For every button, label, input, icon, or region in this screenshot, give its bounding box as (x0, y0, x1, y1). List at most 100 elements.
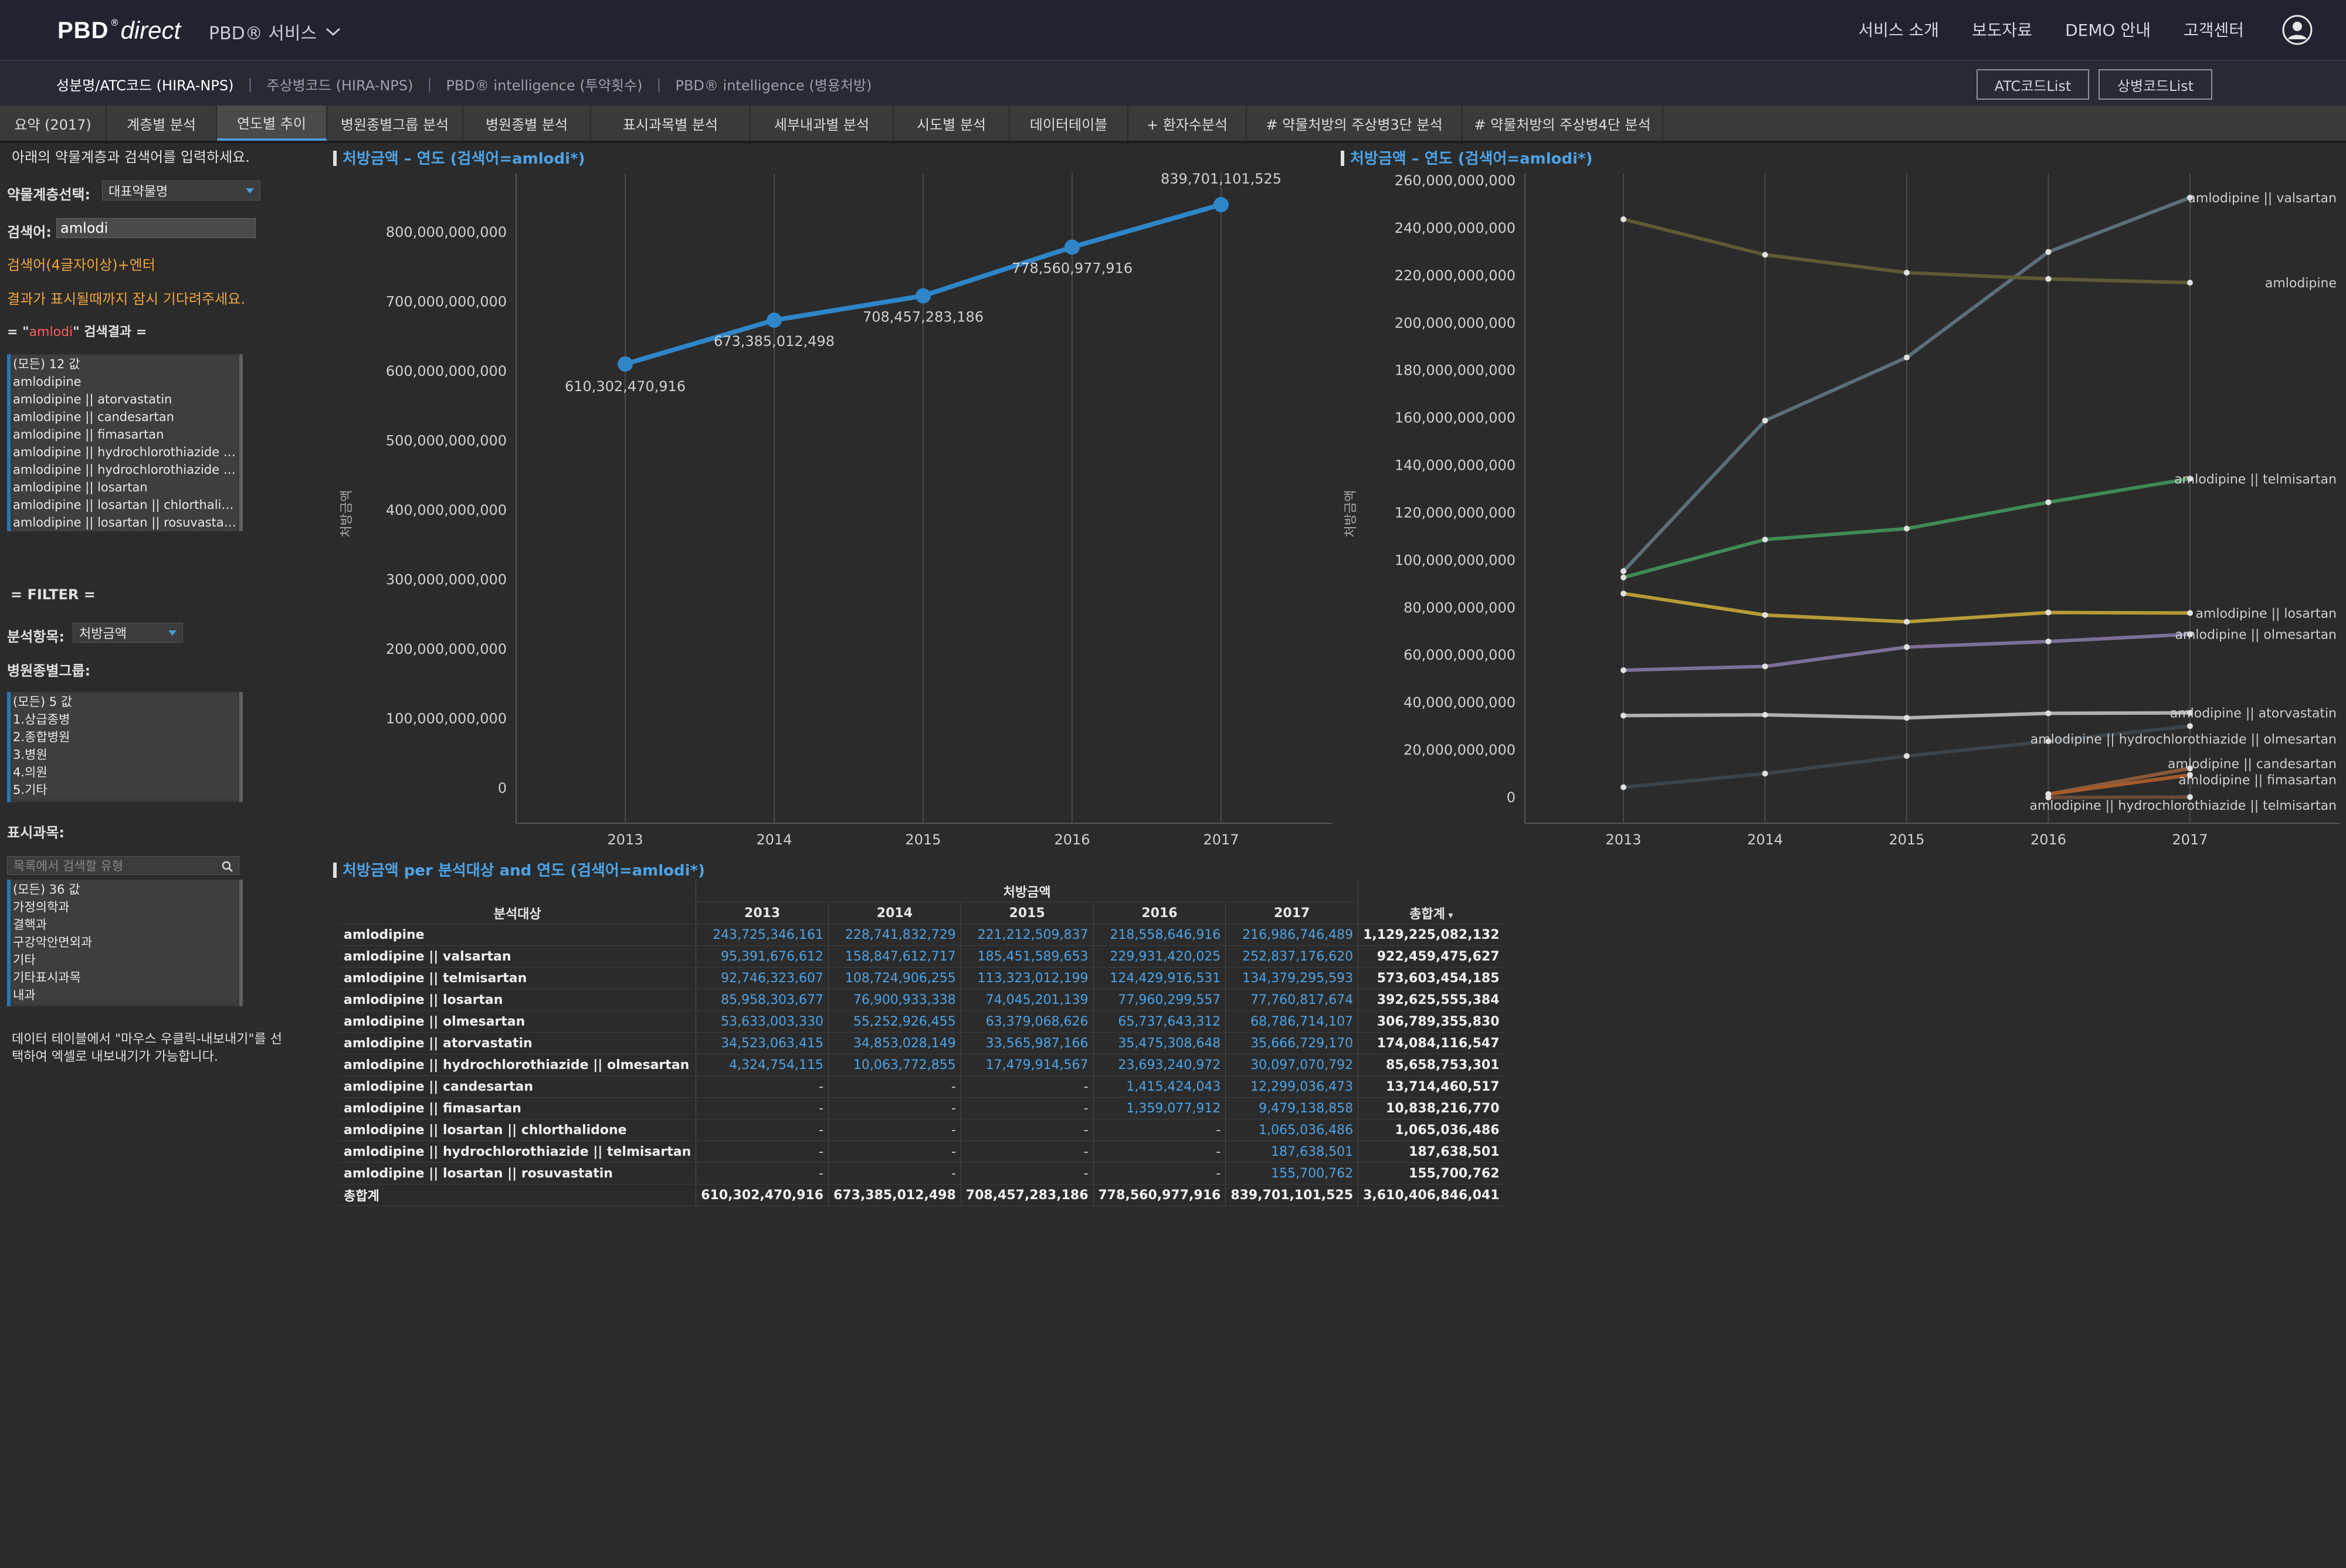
list-item[interactable]: amlodipine || hydrochlorothiazide |... (13, 443, 237, 461)
table-column-header[interactable]: 2015 (960, 902, 1094, 924)
list-item[interactable]: amlodipine || hydrochlorothiazide |... (13, 461, 237, 478)
department-search-input[interactable]: 목록에서 검색할 유형 (7, 856, 239, 875)
list-item[interactable]: 결핵과 (13, 916, 237, 934)
tab-summary[interactable]: 요약 (2017) (0, 106, 107, 141)
tab-data-table[interactable]: 데이터테이블 (1010, 106, 1128, 141)
table-row[interactable]: amlodipine || atorvastatin 34,523,063,415… (339, 1032, 1504, 1054)
list-item[interactable]: amlodipine || losartan (13, 478, 237, 496)
list-item[interactable]: (모든) 5 값 (13, 693, 237, 711)
y-tick-label: 40,000,000,000 (1403, 694, 1516, 711)
subnav-link-intelligence-combination[interactable]: PBD® intelligence (병용처방) (675, 77, 872, 94)
top-link-demo[interactable]: DEMO 안내 (2065, 21, 2151, 40)
table-row[interactable]: amlodipine || losartan || rosuvastatin - -… (339, 1162, 1504, 1185)
table-row[interactable]: amlodipine || valsartan 95,391,676,612 158… (339, 945, 1504, 968)
list-item[interactable]: 내과 (13, 986, 237, 1004)
table-row[interactable]: amlodipine || fimasartan - - -1,359,077,912… (339, 1097, 1504, 1119)
list-item[interactable]: 2.종합병원 (13, 728, 237, 746)
table-cell: 185,451,589,653 (960, 945, 1094, 968)
data-table[interactable]: 처방금액 분석대상 2013 2014 2015 2016 2017 총합계 ▾ amlod… (339, 881, 1504, 1206)
subnav-link-intelligence-dosing[interactable]: PBD® intelligence (투약횟수) (446, 77, 643, 94)
data-label: 708,457,283,186 (863, 308, 984, 325)
hospital-group-list[interactable]: (모든) 5 값 1.상급종병 2.종합병원 3.병원 4.의원 5.기타 (7, 692, 243, 802)
list-item[interactable]: 4.의원 (13, 763, 237, 781)
data-point (2045, 710, 2052, 717)
list-item[interactable]: 기타 (13, 951, 237, 969)
table-cell: 34,853,028,149 (828, 1032, 961, 1054)
tab-hospital-group[interactable]: 병원종별그룹 분석 (327, 106, 463, 141)
table-column-header[interactable]: 2014 (828, 902, 961, 924)
table-cell: - (960, 1162, 1094, 1185)
service-menu[interactable]: PBD® 서비스 (209, 19, 341, 45)
tab-internal-medicine[interactable]: 세부내과별 분석 (751, 106, 894, 141)
sort-caret-icon[interactable]: ▾ (1445, 909, 1453, 921)
tab-hospital-type[interactable]: 병원종별 분석 (463, 106, 591, 141)
search-result-list[interactable]: (모든) 12 값 amlodipine amlodipine || atorv… (7, 354, 243, 531)
list-item[interactable]: (모든) 12 값 (13, 355, 237, 373)
list-item[interactable]: amlodipine (13, 373, 237, 391)
list-item[interactable]: 5.기타 (13, 781, 237, 799)
tab-diagnosis-4[interactable]: # 약물처방의 주상병4단 분석 (1463, 106, 1663, 141)
table-row[interactable]: amlodipine || losartan || chlorthalidone… (339, 1119, 1504, 1141)
search-input[interactable]: amlodi (56, 218, 256, 238)
list-item[interactable]: amlodipine || candesartan (13, 408, 237, 426)
table-row[interactable]: amlodipine || telmisartan 92,746,323,607 1… (339, 967, 1504, 989)
tab-hierarchy[interactable]: 계층별 분석 (107, 106, 217, 141)
top-link-about[interactable]: 서비스 소개 (1858, 21, 1940, 40)
brand-logo[interactable]: PBD ® direct (57, 13, 181, 48)
list-item[interactable]: amlodipine || losartan || chlorthalid... (13, 496, 237, 514)
brand-registered-mark: ® (110, 16, 120, 28)
subnav-separator: | (248, 76, 253, 93)
table-cell: 243,725,346,161 (696, 924, 829, 946)
table-row-label: amlodipine || telmisartan (339, 967, 696, 989)
list-item[interactable]: 가정의학과 (13, 898, 237, 916)
table-row[interactable]: amlodipine 243,725,346,161 228,741,832,729… (339, 924, 1504, 946)
diagnosis-code-list-button[interactable]: 상병코드List (2098, 69, 2212, 100)
table-column-header[interactable]: 2017 (1225, 902, 1358, 924)
y-tick-label: 100,000,000,000 (1395, 552, 1516, 568)
filter-title: = FILTER = (11, 586, 96, 603)
subnav-link-diagnosis[interactable]: 주상병코드 (HIRA-NPS) (266, 77, 413, 94)
table-total-header[interactable]: 총합계 ▾ (1358, 902, 1504, 924)
table-cell: 134,379,295,593 (1225, 967, 1358, 989)
y-tick-label: 0 (1507, 789, 1516, 806)
top-link-press[interactable]: 보도자료 (1972, 21, 2033, 40)
list-item[interactable]: amlodipine || fimasartan (13, 426, 237, 443)
table-row[interactable]: amlodipine || hydrochlorothiazide || olm… (339, 1054, 1504, 1076)
list-item[interactable]: 구강악안면외과 (13, 934, 237, 951)
list-item[interactable]: (모든) 36 값 (13, 881, 237, 898)
data-point (1064, 239, 1080, 255)
table-row[interactable]: amlodipine || olmesartan 53,633,003,330 55… (339, 1010, 1504, 1033)
table-total-cell: 306,789,355,830 (1358, 1010, 1504, 1033)
result-suffix: " 검색결과 = (73, 325, 147, 340)
data-point (2187, 723, 2193, 729)
list-item[interactable]: amlodipine || losartan || rosuvastatin (13, 514, 237, 531)
department-list[interactable]: (모든) 36 값 가정의학과 결핵과 구강악안면외과 기타 기타표시과목 내과 (7, 880, 243, 1006)
table-column-header[interactable]: 2013 (696, 902, 829, 924)
analysis-dropdown[interactable]: 처방금액 (73, 623, 183, 643)
subnav-link-atc[interactable]: 성분명/ATC코드 (HIRA-NPS) (56, 77, 234, 94)
series-line (2048, 773, 2191, 796)
x-tick-label: 2016 (1054, 831, 1090, 848)
data-point (1762, 771, 1768, 777)
drug-level-dropdown[interactable]: 대표약물명 (102, 181, 260, 201)
top-link-support[interactable]: 고객센터 (2183, 21, 2244, 40)
tab-patient-count[interactable]: + 환자수분석 (1128, 106, 1247, 141)
data-point (1762, 418, 1768, 424)
table-column-header[interactable]: 2016 (1093, 902, 1226, 924)
list-item[interactable]: 기타표시과목 (13, 969, 237, 986)
table-row[interactable]: amlodipine || losartan 85,958,303,677 76,9… (339, 989, 1504, 1011)
tab-diagnosis-3[interactable]: # 약물처방의 주상병3단 분석 (1247, 106, 1463, 141)
list-item[interactable]: 1.상급종병 (13, 711, 237, 728)
table-row[interactable]: amlodipine || candesartan - - -1,415,424,04… (339, 1075, 1504, 1098)
list-item[interactable]: 3.병원 (13, 746, 237, 763)
tab-yearly-trend[interactable]: 연도별 추이 (217, 106, 327, 141)
y-tick-label: 80,000,000,000 (1403, 599, 1516, 616)
tab-department[interactable]: 표시과목별 분석 (591, 106, 751, 141)
list-item[interactable]: amlodipine || atorvastatin (13, 391, 237, 408)
drug-level-label: 약물계층선택: (7, 186, 91, 203)
user-account-icon[interactable] (2281, 14, 2313, 46)
atc-code-list-button[interactable]: ATC코드List (1977, 69, 2089, 100)
table-grand-total-row[interactable]: 총합계 610,302,470,916 673,385,012,498 708,457… (339, 1184, 1504, 1206)
tab-region[interactable]: 시도별 분석 (894, 106, 1010, 141)
table-row[interactable]: amlodipine || hydrochlorothiazide || tel… (339, 1141, 1504, 1163)
